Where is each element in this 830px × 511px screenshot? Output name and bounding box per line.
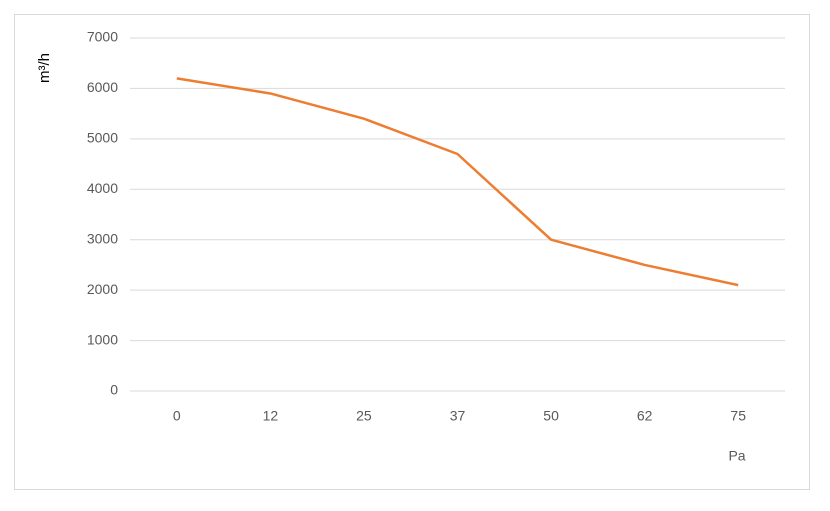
y-tick-label: 3000 <box>87 230 118 246</box>
chart-border <box>14 14 810 490</box>
y-tick-label: 6000 <box>87 79 118 95</box>
x-tick-label: 37 <box>450 408 466 424</box>
y-tick-label: 4000 <box>87 180 118 196</box>
y-tick-label: 5000 <box>87 130 118 146</box>
data-line <box>176 77 739 287</box>
y-tick-label: 0 <box>110 382 118 398</box>
y-axis-label: m³/h <box>36 53 53 83</box>
y-tick-label: 7000 <box>87 29 118 45</box>
x-tick-label: 62 <box>637 408 653 424</box>
x-tick-label: 50 <box>543 408 559 424</box>
x-tick-label: 12 <box>263 408 279 424</box>
x-tick-label: 25 <box>356 408 372 424</box>
x-tick-label: 0 <box>173 408 181 424</box>
x-tick-label: 75 <box>730 408 746 424</box>
y-tick-label: 1000 <box>87 331 118 347</box>
y-tick-label: 2000 <box>87 281 118 297</box>
x-axis-label: Pa <box>728 448 745 464</box>
